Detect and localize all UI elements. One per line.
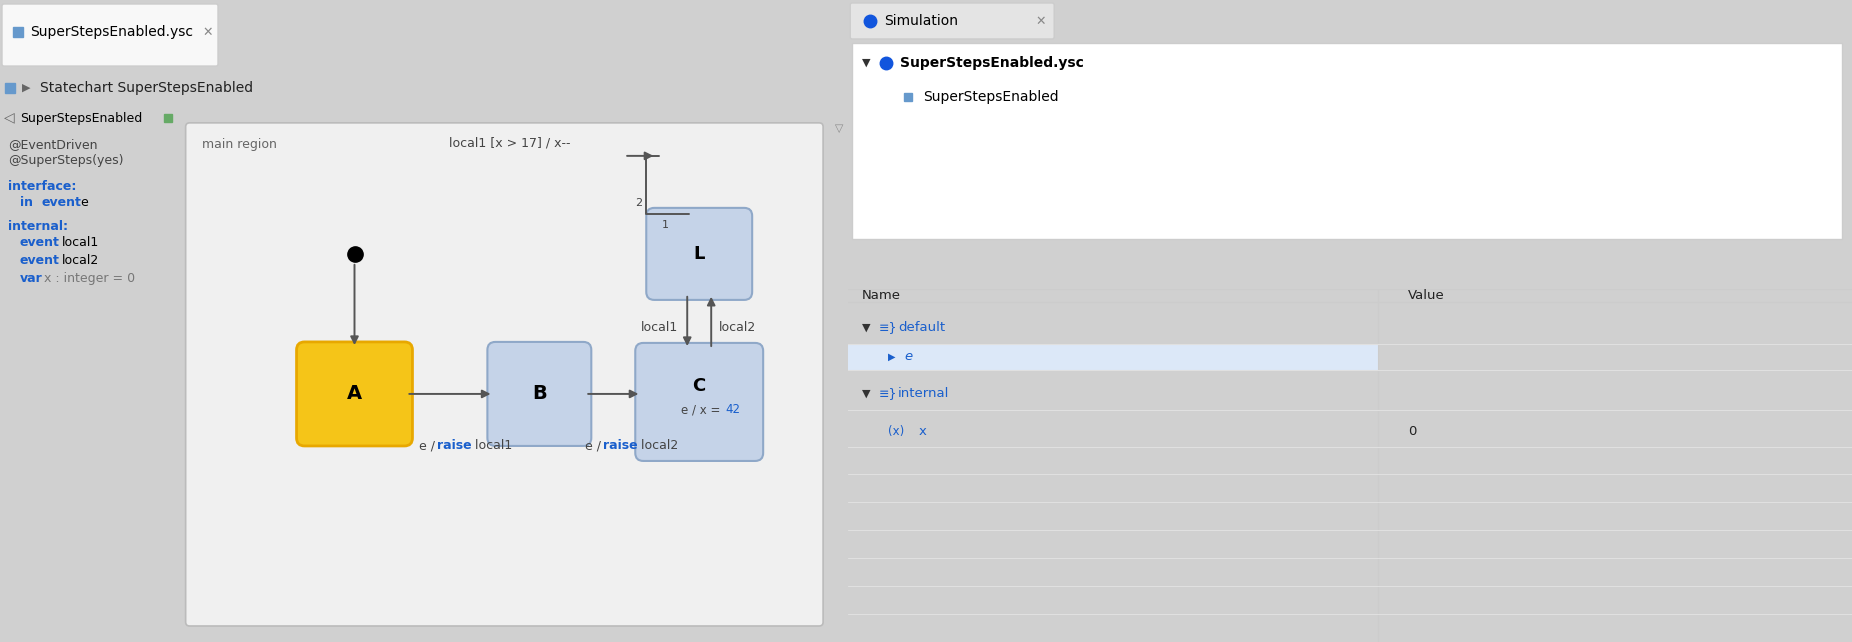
- Text: SuperStepsEnabled: SuperStepsEnabled: [20, 112, 143, 125]
- Text: local2: local2: [637, 439, 678, 453]
- FancyBboxPatch shape: [2, 4, 219, 66]
- Text: Name: Name: [863, 290, 902, 302]
- Text: ✕: ✕: [202, 26, 213, 39]
- Text: 1: 1: [663, 220, 669, 230]
- Text: 2: 2: [635, 198, 643, 208]
- Text: e /: e /: [585, 439, 606, 453]
- Text: ▼: ▼: [863, 58, 870, 68]
- Text: ◁: ◁: [4, 110, 15, 124]
- Text: raise: raise: [604, 439, 637, 453]
- Text: ≡}: ≡}: [878, 387, 896, 401]
- Text: e / x =: e / x =: [682, 403, 724, 417]
- FancyBboxPatch shape: [185, 123, 822, 626]
- Text: e /: e /: [419, 439, 439, 453]
- Text: SuperStepsEnabled: SuperStepsEnabled: [922, 90, 1059, 104]
- Text: internal: internal: [898, 387, 950, 401]
- Text: x : integer = 0: x : integer = 0: [44, 272, 135, 285]
- Text: ▼: ▼: [863, 323, 870, 333]
- Text: C: C: [693, 377, 706, 395]
- Text: L: L: [693, 245, 706, 263]
- Text: var: var: [20, 272, 43, 285]
- Text: main region: main region: [202, 138, 276, 151]
- FancyBboxPatch shape: [487, 342, 591, 446]
- Text: Statechart SuperStepsEnabled: Statechart SuperStepsEnabled: [41, 81, 254, 95]
- Text: local1: local1: [641, 322, 678, 334]
- Text: Simulation: Simulation: [883, 14, 957, 28]
- Text: in: in: [20, 196, 33, 209]
- FancyBboxPatch shape: [852, 43, 1843, 239]
- Text: e: e: [80, 196, 87, 209]
- Text: ▶: ▶: [22, 83, 30, 93]
- Text: B: B: [532, 385, 546, 403]
- Text: Value: Value: [1408, 290, 1445, 302]
- Text: interface:: interface:: [7, 180, 76, 193]
- Text: @SuperSteps(yes): @SuperSteps(yes): [7, 154, 124, 167]
- Text: (x): (x): [889, 426, 904, 438]
- Text: local2: local2: [61, 254, 100, 267]
- Text: e: e: [904, 351, 913, 363]
- Text: @EventDriven: @EventDriven: [7, 138, 98, 151]
- Text: event: event: [43, 196, 81, 209]
- Text: ◁: ◁: [835, 124, 845, 132]
- Text: event: event: [20, 254, 59, 267]
- Text: local1: local1: [470, 439, 513, 453]
- Text: raise: raise: [437, 439, 472, 453]
- FancyBboxPatch shape: [646, 208, 752, 300]
- Text: event: event: [20, 236, 59, 249]
- Text: A: A: [346, 385, 361, 403]
- Text: ▶: ▶: [889, 352, 896, 362]
- Text: ▼: ▼: [863, 389, 870, 399]
- FancyBboxPatch shape: [296, 342, 413, 446]
- Text: default: default: [898, 322, 945, 334]
- FancyBboxPatch shape: [850, 3, 1054, 39]
- Text: SuperStepsEnabled.ysc: SuperStepsEnabled.ysc: [900, 56, 1083, 70]
- Text: 42: 42: [726, 403, 741, 417]
- Text: SuperStepsEnabled.ysc: SuperStepsEnabled.ysc: [30, 25, 193, 39]
- Text: ✕: ✕: [1035, 15, 1045, 28]
- Text: local1: local1: [61, 236, 100, 249]
- Text: internal:: internal:: [7, 220, 69, 233]
- Bar: [848, 344, 1378, 370]
- Text: ≡}: ≡}: [878, 322, 896, 334]
- FancyBboxPatch shape: [635, 343, 763, 461]
- Text: local2: local2: [719, 322, 756, 334]
- Text: 0: 0: [1408, 426, 1417, 438]
- Text: local1 [x > 17] / x--: local1 [x > 17] / x--: [450, 137, 570, 150]
- Text: x: x: [919, 426, 926, 438]
